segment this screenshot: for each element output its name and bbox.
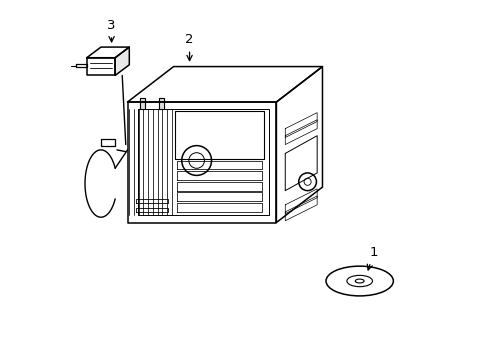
Polygon shape <box>86 58 115 76</box>
Polygon shape <box>127 67 322 102</box>
Polygon shape <box>86 47 129 58</box>
Polygon shape <box>140 99 144 109</box>
Polygon shape <box>276 67 322 222</box>
Text: 3: 3 <box>107 19 116 42</box>
Polygon shape <box>127 102 276 222</box>
Text: 2: 2 <box>185 33 193 60</box>
Text: 1: 1 <box>366 246 377 270</box>
Ellipse shape <box>325 266 392 296</box>
Polygon shape <box>101 139 115 146</box>
Polygon shape <box>159 99 163 109</box>
Polygon shape <box>115 47 129 76</box>
